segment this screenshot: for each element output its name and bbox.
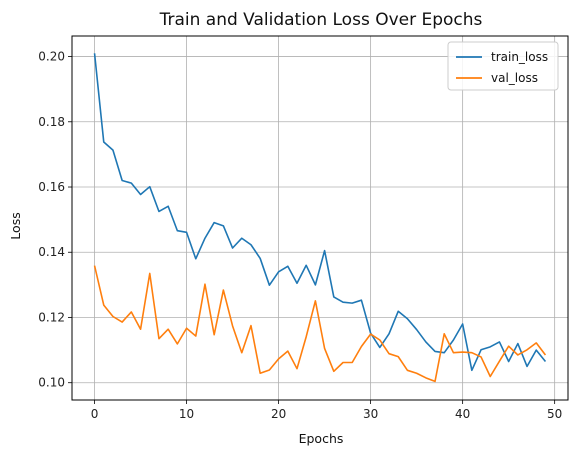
series-layer — [93, 53, 547, 383]
y-tick-label: 0.18 — [38, 115, 65, 129]
x-tick-label: 40 — [455, 407, 470, 421]
legend-label-val-loss: val_loss — [491, 71, 538, 85]
y-tick-label: 0.12 — [38, 310, 65, 324]
grid-lines — [72, 36, 568, 400]
legend-label-train-loss: train_loss — [491, 50, 548, 64]
x-tick-label: 20 — [271, 407, 286, 421]
y-tick-label: 0.14 — [38, 245, 65, 259]
x-tick-label: 50 — [547, 407, 562, 421]
y-axis-label: Loss — [8, 212, 23, 239]
axis-ticks: 0 10 20 30 40 50 0.10 0.12 0.14 0.16 0.18 0.20 — [38, 50, 562, 421]
chart-title: Train and Validation Loss Over Epochs — [159, 10, 483, 30]
y-tick-label: 0.20 — [38, 50, 65, 64]
series-line-train-loss — [93, 53, 547, 372]
x-axis-label: Epochs — [299, 431, 344, 446]
y-tick-label: 0.16 — [38, 180, 65, 194]
x-tick-label: 10 — [179, 407, 194, 421]
x-tick-label: 30 — [363, 407, 378, 421]
legend: train_loss val_loss — [447, 41, 559, 91]
plot-frame — [71, 35, 569, 401]
series-line-val-loss — [93, 265, 547, 383]
y-tick-label: 0.10 — [38, 376, 65, 390]
x-tick-label: 0 — [91, 407, 99, 421]
